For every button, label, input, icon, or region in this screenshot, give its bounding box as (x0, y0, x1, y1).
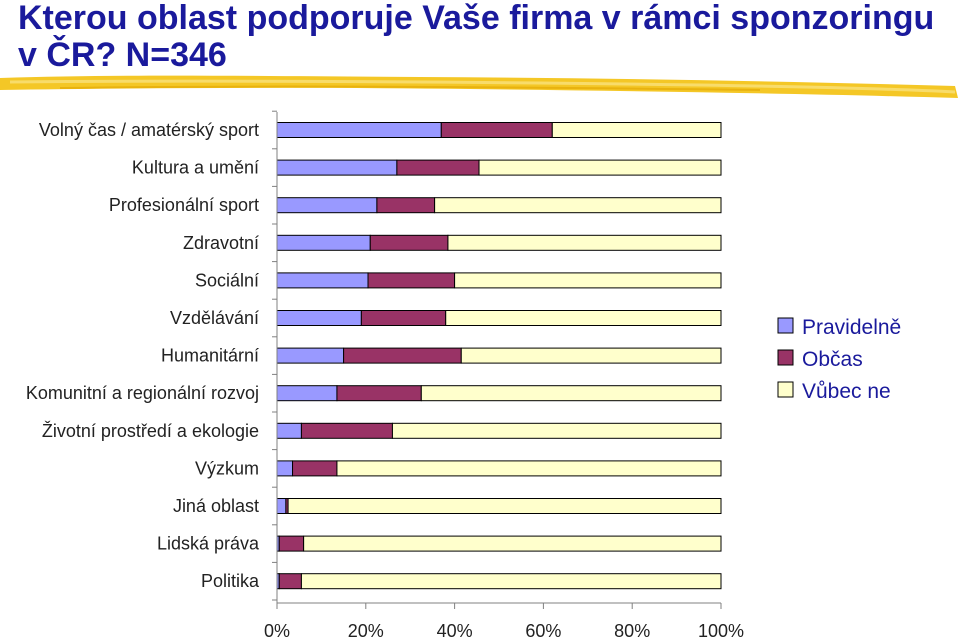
bar-vubec-ne-profesionalni-sport (434, 197, 722, 214)
bar-vubec-ne-volny-cas-amatersky-sport (551, 122, 722, 138)
bar-obcas-lidska-prava (278, 535, 305, 552)
x-tick-label: 60% (525, 621, 561, 639)
bar-vubec-ne-zivotni-prostredi-a-ekologie (391, 422, 722, 439)
category-label-zivotni-prostredi-a-ekologie: Životní prostředí a ekologie (42, 421, 259, 441)
bar-obcas-kultura-a-umeni (396, 159, 480, 176)
bar-pravidelne-jina-oblast (276, 498, 287, 514)
bar-obcas-vyzkum (292, 460, 338, 477)
title-underline-brush (0, 75, 958, 98)
bar-obcas-profesionalni-sport (376, 197, 436, 214)
bar-pravidelne-profesionalni-sport (276, 197, 378, 214)
category-label-politika: Politika (201, 571, 260, 591)
category-label-volny-cas-amatersky-sport: Volný čas / amatérský sport (39, 120, 259, 140)
x-tick-label: 0% (264, 621, 290, 639)
category-label-jina-oblast: Jiná oblast (173, 496, 259, 516)
category-labels: Volný čas / amatérský sport Kultura a umě… (26, 120, 260, 591)
x-axis: 0% 20% 40% 60% 80% 100% (264, 110, 744, 639)
bar-pravidelne-vyzkum (276, 460, 294, 477)
category-label-vzdelavani: Vzdělávání (170, 308, 259, 328)
legend-label-vubec-ne: Vůbec ne (802, 380, 891, 403)
bar-vubec-ne-vzdelavani (445, 310, 722, 326)
legend-swatch-pravidelne (777, 317, 794, 334)
bar-vubec-ne-politika (300, 573, 722, 590)
bar-obcas-humanitarni (343, 347, 462, 364)
bar-vubec-ne-humanitarni (460, 347, 722, 364)
x-tick-label: 20% (348, 621, 384, 639)
bar-obcas-zivotni-prostredi-a-ekologie (300, 422, 393, 439)
legend: Pravidelně Občas Vůbec ne (777, 316, 901, 403)
category-label-kultura-a-umeni: Kultura a umění (132, 158, 259, 178)
bar-vubec-ne-kultura-a-umeni (478, 159, 722, 176)
category-label-socialni: Sociální (195, 270, 259, 290)
legend-label-pravidelne: Pravidelně (802, 316, 901, 339)
category-label-zdravotni: Zdravotní (183, 233, 259, 253)
bar-pravidelne-zdravotni (276, 234, 371, 251)
bar-vubec-ne-zdravotni (447, 234, 722, 251)
category-label-vyzkum: Výzkum (195, 458, 259, 478)
bar-obcas-volny-cas-amatersky-sport (440, 122, 553, 138)
bar-pravidelne-kultura-a-umeni (276, 159, 398, 176)
bar-pravidelne-humanitarni (276, 347, 345, 364)
legend-swatch-vubec-ne (777, 381, 794, 398)
legend-label-obcas: Občas (802, 348, 863, 371)
bar-pravidelne-zivotni-prostredi-a-ekologie (276, 422, 302, 439)
chart-title: Kterou oblast podporuje Vaše firma v rám… (18, 0, 935, 74)
bar-pravidelne-komunitni-a-regionalni-rozvoj (276, 385, 338, 402)
legend-swatch-obcas (777, 349, 794, 366)
bar-vubec-ne-vyzkum (336, 460, 722, 477)
bar-pravidelne-volny-cas-amatersky-sport (276, 122, 442, 138)
category-label-profesionalni-sport: Profesionální sport (109, 195, 259, 215)
category-label-humanitarni: Humanitární (161, 346, 259, 366)
x-tick-label: 100% (698, 621, 744, 639)
x-tick-label: 40% (437, 621, 473, 639)
bar-obcas-komunitni-a-regionalni-rozvoj (336, 385, 422, 402)
bar-vubec-ne-komunitni-a-regionalni-rozvoj (420, 385, 722, 402)
bar-obcas-socialni (367, 272, 456, 289)
bar-pravidelne-socialni (276, 272, 369, 289)
x-tick-label: 80% (614, 621, 650, 639)
category-label-lidska-prava: Lidská práva (157, 534, 260, 554)
bar-vubec-ne-socialni (454, 272, 722, 289)
bar-obcas-politika (278, 573, 302, 590)
bar-pravidelne-vzdelavani (276, 310, 362, 326)
bar-vubec-ne-lidska-prava (303, 535, 722, 552)
bars-layer (276, 122, 722, 590)
bar-obcas-zdravotni (369, 234, 449, 251)
bar-vubec-ne-jina-oblast (287, 498, 722, 514)
bar-obcas-vzdelavani (360, 310, 447, 326)
category-label-komunitni-a-regionalni-rozvoj: Komunitní a regionální rozvoj (26, 383, 259, 403)
